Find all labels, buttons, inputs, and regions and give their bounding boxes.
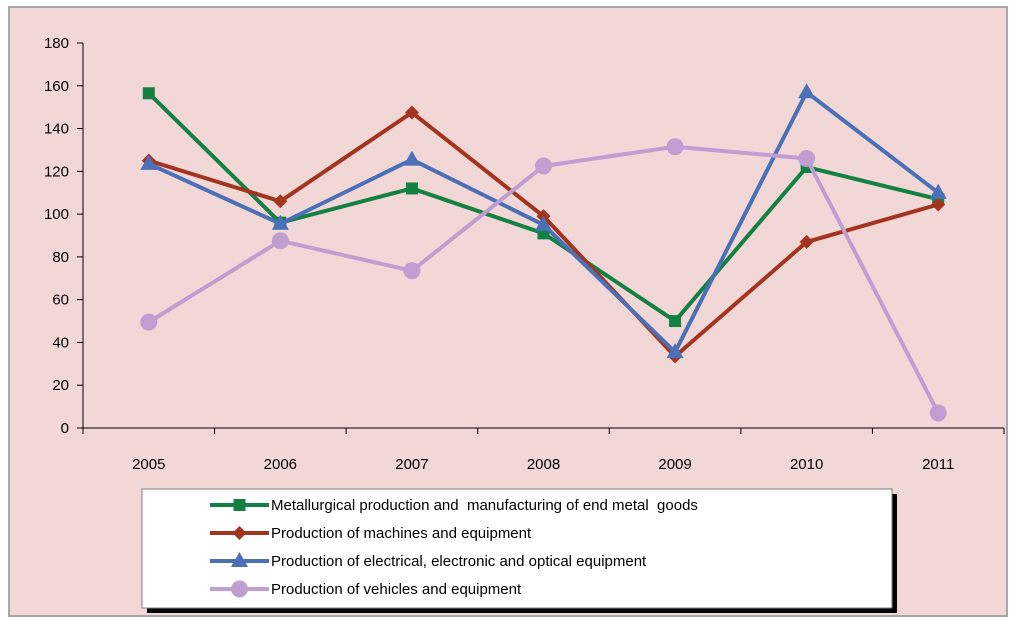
data-point [931,197,946,212]
legend-label: Metallurgical production and manufacturi… [271,497,698,514]
y-tick-label: 180 [44,35,69,52]
x-tick-label: 2008 [527,456,560,473]
legend-label: Production of vehicles and equipment [271,581,522,598]
y-tick-label: 140 [44,121,69,138]
data-point [271,214,289,230]
y-tick-label: 100 [44,206,69,223]
data-point [142,87,155,100]
legend-label: Production of electrical, electronic and… [271,553,647,570]
data-point [403,262,421,280]
data-point [669,315,682,328]
y-tick-label: 20 [52,377,69,394]
data-point [273,194,288,209]
data-point [271,232,289,250]
x-tick-label: 2005 [132,456,165,473]
data-point [929,183,947,199]
data-point [405,182,418,195]
data-point [535,215,552,231]
data-point [798,83,816,99]
y-tick-label: 120 [44,163,69,180]
data-point [404,105,419,120]
x-tick-label: 2006 [264,456,297,473]
x-tick-label: 2009 [658,456,691,473]
x-tick-label: 2011 [922,456,954,473]
data-point [666,138,684,156]
y-tick-label: 80 [52,249,69,266]
y-tick-label: 0 [61,420,69,437]
series-3 [140,138,947,422]
data-point [140,313,158,331]
series-2 [140,83,947,359]
legend-item: Production of electrical, electronic and… [210,552,647,570]
legend-marker [232,526,247,540]
legend-item: Metallurgical production and manufacturi… [210,497,698,514]
legend-marker [231,580,248,598]
data-point [799,234,814,249]
x-tick-label: 2010 [790,456,823,473]
data-point [798,150,816,167]
legend-item: Production of vehicles and equipment [210,580,522,598]
legend-marker [231,552,248,567]
y-tick-label: 60 [52,292,69,309]
data-point [535,157,552,175]
legend-item: Production of machines and equipment [210,525,532,542]
axes: 0 20 40 60 80 100 120 140 160 180 2005 2006 2007 2008… [44,35,1005,473]
y-tick-label: 40 [52,334,69,351]
x-tick-label: 2007 [395,456,428,473]
data-point [929,404,947,422]
series-layer [140,83,947,422]
data-point [403,150,421,166]
data-point [666,343,684,359]
legend-label: Production of machines and equipment [271,525,532,542]
legend-marker [233,499,246,511]
data-point [140,154,158,170]
y-tick-label: 160 [44,78,69,95]
legend: Metallurgical production and manufacturi… [141,488,897,613]
